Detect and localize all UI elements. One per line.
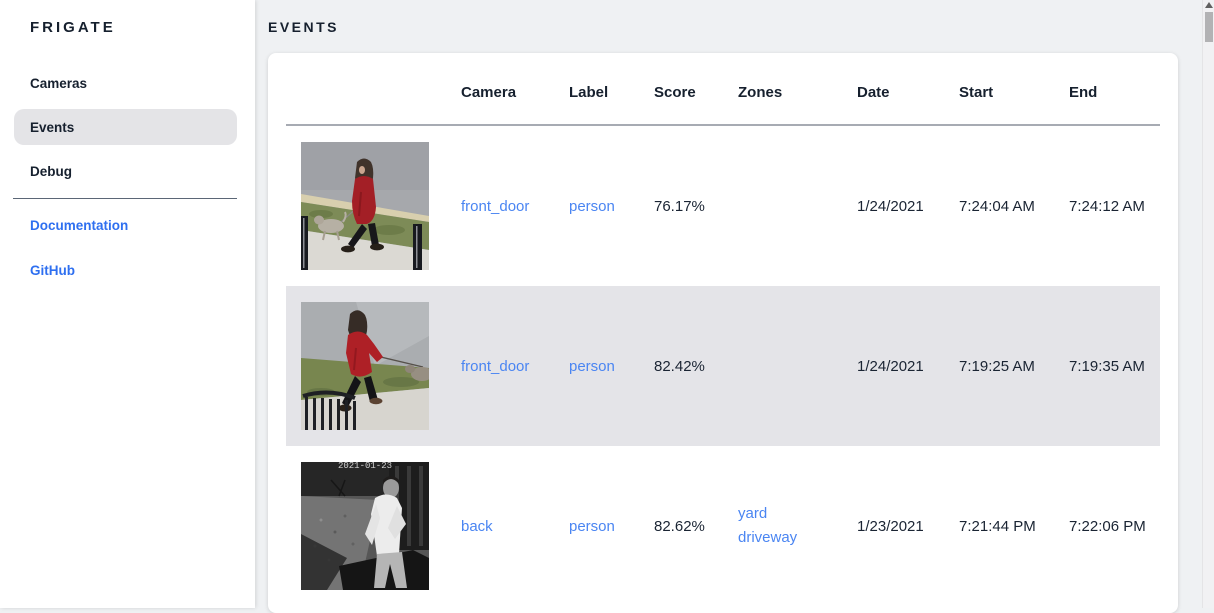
start-time-value: 7:19:25 AM	[959, 357, 1035, 375]
camera-link[interactable]: front_door	[461, 197, 530, 215]
start-time-value: 7:21:44 PM	[959, 517, 1036, 535]
event-row[interactable]: front_door person 76.17% 1/24/2021 7:24:…	[286, 126, 1160, 286]
sidebar-link-github[interactable]: GitHub	[30, 263, 75, 278]
vertical-scrollbar[interactable]	[1202, 0, 1214, 608]
column-header-date: Date	[857, 84, 890, 101]
sidebar: FRIGATE Cameras Events Debug Documentati…	[0, 0, 255, 608]
column-header-camera: Camera	[461, 84, 517, 101]
event-row[interactable]: 2021-01-23 back person 82.62% yard drive…	[286, 446, 1160, 606]
date-value: 1/24/2021	[857, 197, 924, 215]
app-logo: FRIGATE	[30, 19, 116, 36]
event-thumbnail	[301, 142, 429, 270]
end-time-value: 7:19:35 AM	[1069, 357, 1145, 375]
camera-osd-timestamp: 2021-01-23	[338, 462, 392, 471]
label-link[interactable]: person	[569, 517, 615, 535]
date-value: 1/24/2021	[857, 357, 924, 375]
score-value: 82.42%	[654, 357, 705, 375]
column-header-label: Label	[569, 84, 609, 101]
thumbnail-cell: 2021-01-23	[286, 462, 461, 590]
end-time-value: 7:22:06 PM	[1069, 517, 1146, 535]
sidebar-item-events[interactable]: Events	[14, 109, 237, 145]
sidebar-divider	[13, 198, 237, 199]
score-value: 76.17%	[654, 197, 705, 215]
scrollbar-up-arrow-icon[interactable]	[1204, 2, 1213, 8]
zones-cell: yard driveway	[738, 502, 857, 550]
end-time-value: 7:24:12 AM	[1069, 197, 1145, 215]
scrollbar-thumb[interactable]	[1204, 12, 1213, 42]
column-header-score: Score	[654, 84, 696, 101]
sidebar-nav: Cameras Events Debug Documentation GitHu…	[0, 65, 255, 278]
event-thumbnail	[301, 302, 429, 430]
sidebar-link-documentation[interactable]: Documentation	[30, 218, 129, 233]
camera-link[interactable]: front_door	[461, 357, 530, 375]
page-title: EVENTS	[268, 19, 340, 35]
date-value: 1/23/2021	[857, 517, 924, 535]
event-row-selected[interactable]: front_door person 82.42% 1/24/2021 7:19:…	[286, 286, 1160, 446]
thumbnail-cell	[286, 302, 461, 430]
column-header-start: Start	[959, 84, 994, 101]
event-thumbnail: 2021-01-23	[301, 462, 429, 590]
events-card: Camera Label Score Zones Date Start End	[268, 53, 1178, 613]
table-header-row: Camera Label Score Zones Date Start End	[286, 53, 1160, 126]
thumbnail-cell	[286, 142, 461, 270]
column-header-zones: Zones	[738, 84, 783, 101]
main-content: EVENTS Camera Label Score Zones Date Sta…	[255, 0, 1214, 613]
sidebar-item-debug[interactable]: Debug	[30, 163, 72, 179]
zone-link[interactable]: driveway	[738, 529, 798, 546]
column-header-end: End	[1069, 84, 1098, 101]
label-link[interactable]: person	[569, 197, 615, 215]
sidebar-item-cameras[interactable]: Cameras	[30, 75, 88, 91]
label-link[interactable]: person	[569, 357, 615, 375]
score-value: 82.62%	[654, 517, 705, 535]
start-time-value: 7:24:04 AM	[959, 197, 1035, 215]
zone-link[interactable]: yard	[738, 505, 768, 522]
camera-link[interactable]: back	[461, 517, 493, 535]
